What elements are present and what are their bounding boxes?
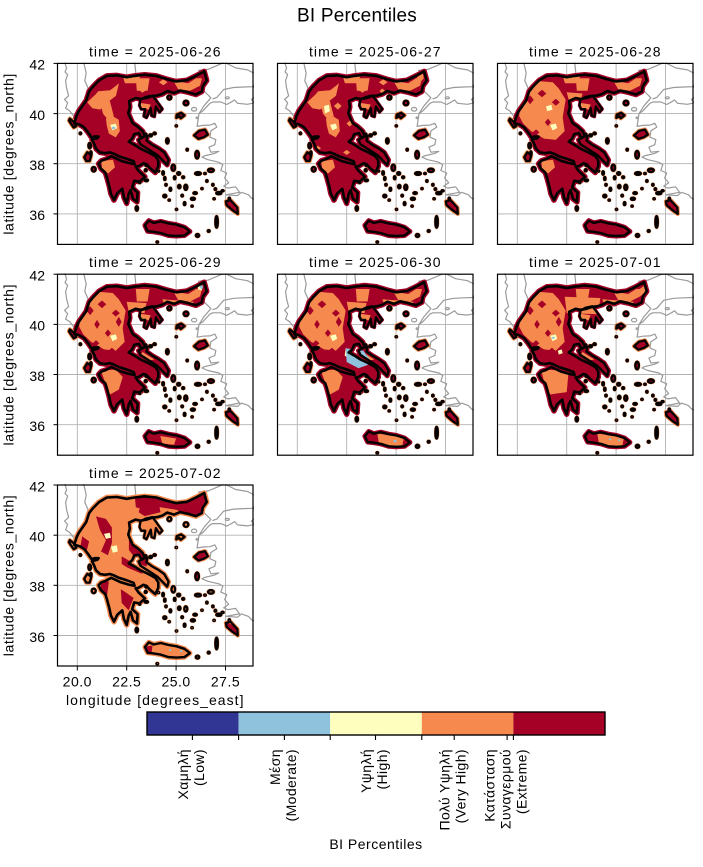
svg-text:42: 42 <box>29 268 45 284</box>
svg-text:Πολύ Υψηλή: Πολύ Υψηλή <box>437 749 453 830</box>
svg-text:40: 40 <box>29 107 45 123</box>
svg-text:Υψηλή: Υψηλή <box>358 749 374 793</box>
svg-text:38: 38 <box>29 368 45 384</box>
svg-text:Συναγερμού: Συναγερμού <box>498 749 514 829</box>
svg-text:20.0: 20.0 <box>63 674 92 690</box>
svg-text:(High): (High) <box>374 749 390 790</box>
svg-text:36: 36 <box>29 418 45 434</box>
svg-text:time = 2025-07-02: time = 2025-07-02 <box>89 465 222 481</box>
svg-text:27.5: 27.5 <box>211 674 240 690</box>
svg-text:time = 2025-06-28: time = 2025-06-28 <box>529 43 662 59</box>
svg-text:time = 2025-06-30: time = 2025-06-30 <box>309 254 442 270</box>
svg-text:(Low): (Low) <box>191 749 207 786</box>
svg-text:(Extreme): (Extreme) <box>514 749 530 814</box>
svg-text:BI Percentiles: BI Percentiles <box>329 836 422 852</box>
svg-text:36: 36 <box>29 207 45 223</box>
svg-text:time = 2025-06-29: time = 2025-06-29 <box>89 254 222 270</box>
svg-text:40: 40 <box>29 318 45 334</box>
svg-text:longitude [degrees_east]: longitude [degrees_east] <box>66 692 245 708</box>
svg-text:42: 42 <box>29 57 45 73</box>
svg-text:Χαμηλή: Χαμηλή <box>175 749 191 799</box>
svg-text:36: 36 <box>29 629 45 645</box>
svg-text:time = 2025-06-26: time = 2025-06-26 <box>89 43 222 59</box>
svg-text:Κατάσταση: Κατάσταση <box>482 749 498 822</box>
svg-text:latitude [degrees_north]: latitude [degrees_north] <box>1 284 17 446</box>
svg-text:22.5: 22.5 <box>112 674 141 690</box>
svg-text:latitude [degrees_north]: latitude [degrees_north] <box>1 73 17 235</box>
svg-text:25.0: 25.0 <box>161 674 190 690</box>
svg-text:38: 38 <box>29 157 45 173</box>
svg-text:(Very High): (Very High) <box>453 749 469 823</box>
svg-text:time = 2025-07-01: time = 2025-07-01 <box>529 254 662 270</box>
svg-text:42: 42 <box>29 478 45 494</box>
svg-text:Μέση: Μέση <box>267 749 283 785</box>
svg-text:(Moderate): (Moderate) <box>283 749 299 821</box>
svg-text:BI Percentiles: BI Percentiles <box>297 6 417 27</box>
svg-text:40: 40 <box>29 529 45 545</box>
svg-text:time = 2025-06-27: time = 2025-06-27 <box>309 43 442 59</box>
svg-text:38: 38 <box>29 579 45 595</box>
svg-text:latitude [degrees_north]: latitude [degrees_north] <box>1 495 17 657</box>
